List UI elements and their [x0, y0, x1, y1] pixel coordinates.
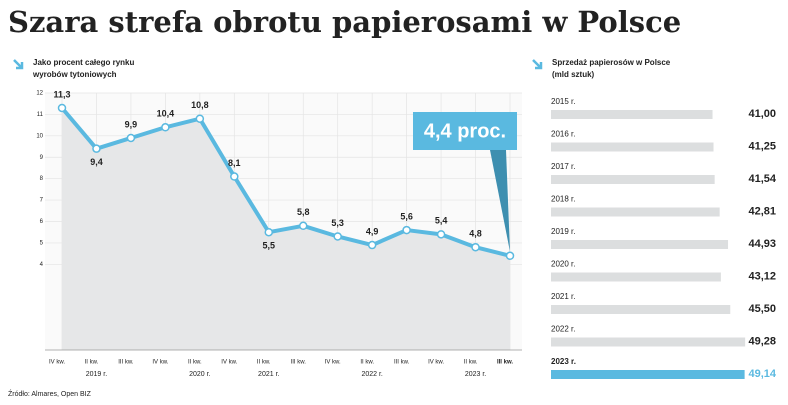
y-tick-label: 9	[40, 155, 44, 161]
x-tick-label: IV kw.	[49, 360, 65, 366]
data-label: 5,5	[263, 241, 276, 251]
y-tick-label: 4	[40, 262, 44, 268]
value-label: 42,81	[748, 205, 776, 217]
x-tick-label: II kw.	[188, 360, 202, 366]
point	[505, 251, 515, 261]
x-tick-label: II kw.	[85, 360, 99, 366]
point	[92, 144, 101, 153]
bar	[551, 272, 721, 282]
data-label: 8,1	[228, 158, 241, 168]
point	[230, 172, 239, 181]
year-label: 2021 r.	[258, 371, 279, 378]
value-label: 44,93	[748, 238, 776, 250]
arrow-icon	[532, 59, 543, 70]
category-label: 2021 r.	[551, 292, 575, 301]
category-label: 2017 r.	[551, 162, 575, 171]
point	[471, 242, 480, 252]
point	[161, 123, 170, 132]
data-label: 10,8	[191, 100, 209, 110]
x-tick-label: III kw.	[118, 360, 134, 366]
category-label: 2019 r.	[551, 227, 575, 236]
callout	[413, 112, 517, 150]
subtitle: Sprzedaż papierosów w Polsce	[552, 58, 671, 67]
y-tick-label: 12	[36, 91, 43, 97]
x-tick-label: IV kw.	[428, 360, 444, 366]
category-label: 2020 r.	[551, 260, 575, 269]
category-label: 2022 r.	[551, 325, 575, 334]
data-label: 11,3	[53, 89, 70, 99]
category-label: 2018 r.	[551, 195, 575, 204]
bar	[551, 110, 713, 119]
callout-text: 4,4 proc.	[424, 120, 506, 142]
data-label: 5,4	[435, 216, 448, 226]
bar	[551, 370, 745, 379]
category-label: 2015 r.	[551, 97, 575, 106]
data-label: 5,8	[297, 207, 310, 217]
line	[60, 106, 511, 258]
year-label: 2019 r.	[86, 371, 107, 378]
x-tick-label: III kw.	[291, 360, 307, 366]
bar	[551, 207, 720, 217]
point	[436, 230, 446, 239]
bar	[551, 175, 715, 184]
data-label: 4,8	[469, 229, 482, 239]
year-label: 2023 r.	[465, 371, 486, 378]
value-label: 41,00	[748, 108, 776, 120]
value-label: 41,54	[748, 173, 776, 185]
data-label: 5,6	[400, 211, 413, 221]
bar	[551, 142, 714, 152]
value-label: 49,14	[748, 368, 776, 380]
year-label: 2020 r.	[189, 371, 210, 378]
data-label: 9,4	[90, 157, 103, 167]
subtitle: wyrobów tytoniowych	[32, 70, 117, 79]
source: Źródło: Almares, Open BIZ	[8, 389, 92, 398]
value-label: 45,50	[748, 303, 776, 315]
point	[57, 103, 67, 113]
x-tick-label: II kw.	[360, 360, 374, 366]
bar	[551, 337, 746, 347]
year-label: 2022 r.	[361, 371, 382, 378]
data-label: 10,4	[157, 109, 175, 119]
y-tick-label: 5	[40, 240, 44, 246]
point	[126, 133, 136, 143]
y-tick-label: 8	[40, 176, 44, 182]
point	[367, 240, 377, 250]
y-tick-label: 6	[40, 219, 44, 225]
y-tick-label: 11	[37, 112, 44, 118]
point	[264, 227, 274, 237]
y-tick-label: 10	[36, 133, 43, 139]
category-label: 2023 r.	[551, 357, 576, 366]
data-label: 4,9	[366, 226, 379, 236]
x-tick-label: IV kw.	[152, 360, 168, 366]
title: Szara strefa obrotu papierosami w Polsce	[8, 5, 681, 39]
arrow-icon	[13, 59, 24, 70]
bar	[551, 240, 729, 249]
x-tick-label: III kw.	[394, 360, 410, 366]
point	[333, 232, 342, 241]
data-label: 5,3	[331, 218, 344, 228]
point	[195, 114, 205, 123]
subtitle: (mld sztuk)	[552, 70, 595, 79]
value-label: 43,12	[748, 270, 776, 282]
value-label: 49,28	[748, 335, 776, 347]
callout-pointer	[490, 150, 510, 252]
x-tick-label: III kw.	[497, 360, 513, 366]
subtitle: Jako procent całego rynku	[33, 58, 134, 67]
x-tick-label: IV kw.	[221, 360, 237, 366]
bar	[551, 305, 731, 314]
x-tick-label: II kw.	[257, 360, 271, 366]
x-tick-label: II kw.	[464, 360, 478, 366]
point	[402, 225, 411, 235]
x-tick-label: IV kw.	[325, 360, 341, 366]
y-tick-label: 7	[40, 198, 44, 204]
point	[298, 221, 308, 231]
value-label: 41,25	[748, 140, 776, 152]
data-label: 9,9	[125, 119, 138, 129]
category-label: 2016 r.	[551, 130, 575, 139]
